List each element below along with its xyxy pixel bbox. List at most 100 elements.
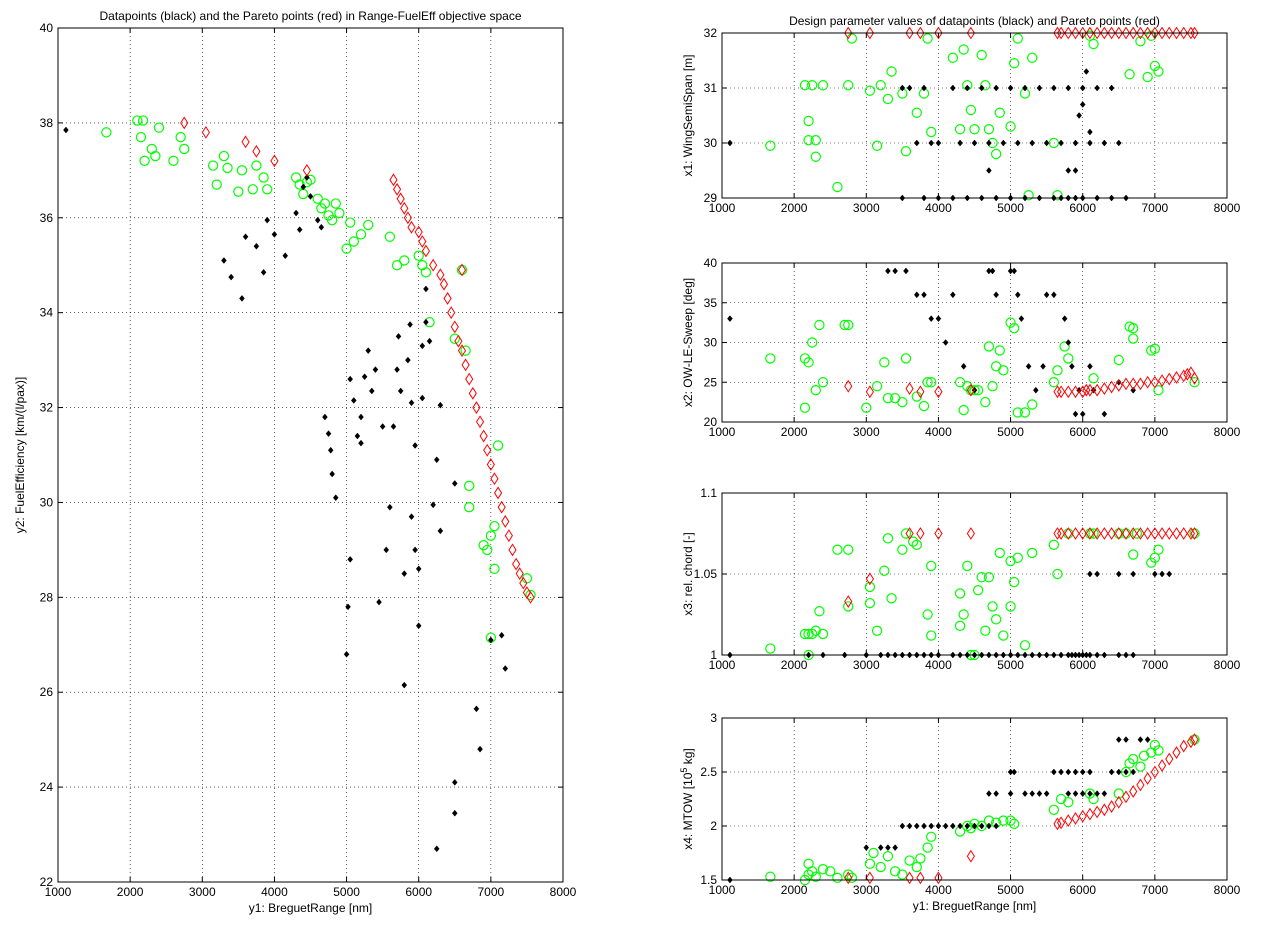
data-point [405, 356, 411, 364]
pareto-point [1129, 785, 1138, 798]
pareto-candidate-point [765, 871, 776, 882]
pareto-point [934, 385, 943, 399]
data-point [906, 84, 913, 92]
pareto-candidate-point [958, 44, 969, 55]
pareto-candidate-point [1019, 407, 1031, 418]
pareto-point [1053, 385, 1062, 399]
data-point [1025, 362, 1032, 370]
pareto-candidate-point [897, 869, 908, 880]
pareto-candidate-point [420, 267, 432, 278]
pareto-candidate-point [832, 872, 843, 884]
pareto-candidate-point [1088, 38, 1099, 50]
data-point [928, 315, 935, 323]
pareto-point [1114, 27, 1123, 40]
pareto-point [526, 590, 535, 604]
pareto-candidate-point [904, 855, 915, 866]
y-axis-label: x1: WingSemiSpan [m] [681, 54, 695, 176]
data-point [430, 501, 436, 509]
data-point [993, 822, 999, 830]
data-point [1087, 790, 1093, 797]
pareto-candidate-point [958, 609, 969, 620]
markers [727, 267, 1200, 418]
pareto-candidate-point [998, 815, 1009, 826]
data-point [1115, 736, 1122, 743]
data-point [1144, 736, 1151, 743]
x-axis-label: y1: BreguetRange [nm] [249, 901, 372, 915]
data-point [1123, 736, 1129, 743]
pareto-point [1093, 27, 1102, 40]
pareto-point [1143, 27, 1152, 40]
pareto-candidate-point [817, 377, 829, 388]
y-tick-label: 1.05 [694, 567, 718, 581]
y-tick-label: 2.5 [700, 765, 717, 779]
y-tick-label: 22 [40, 875, 54, 889]
data-point [1083, 68, 1090, 75]
pareto-candidate-point [814, 606, 825, 617]
pareto-candidate-point [207, 160, 219, 171]
pareto-candidate-point [1128, 753, 1139, 765]
data-point [451, 809, 458, 817]
pareto-candidate-point [907, 536, 919, 547]
pareto-point [1093, 383, 1102, 397]
pareto-candidate-point [954, 588, 966, 599]
x-tick-label: 2000 [781, 658, 808, 672]
data-point [1101, 410, 1108, 418]
data-point [1087, 128, 1093, 136]
data-point [401, 570, 408, 578]
data-point [271, 230, 278, 238]
y-tick-label: 38 [40, 116, 54, 130]
pareto-point [966, 849, 975, 863]
data-point [1115, 378, 1122, 386]
data-point [892, 844, 898, 851]
pareto-candidate-point [911, 107, 922, 118]
pareto-point [180, 116, 189, 130]
pareto-candidate-point [962, 560, 973, 572]
pareto-candidate-point [1027, 547, 1038, 559]
pareto-candidate-point [1008, 322, 1020, 334]
axes-frame [57, 27, 564, 883]
pareto-point [1150, 375, 1159, 389]
pareto-candidate-point [886, 593, 897, 604]
data-point [727, 315, 733, 323]
pareto-point [1071, 527, 1080, 540]
x-tick-label: 2000 [117, 885, 144, 899]
y-tick-label: 31 [704, 81, 718, 95]
data-point [921, 822, 927, 830]
data-point [365, 347, 372, 355]
chart-sweep: 1000 2000 3000 4000 5000 6000 7000 8000 20 25 30 35… [681, 256, 1241, 439]
data-point [989, 267, 996, 275]
data-point [950, 84, 956, 92]
data-point [397, 387, 404, 395]
data-point [419, 342, 426, 350]
pareto-candidate-point [1012, 33, 1023, 44]
y-tick-label: 30 [704, 136, 718, 150]
pareto-candidate-point [319, 198, 331, 209]
pareto-candidate-point [1027, 399, 1038, 410]
pareto-point [1053, 527, 1062, 540]
pareto-candidate-point [843, 319, 854, 331]
pareto-point [1114, 378, 1123, 392]
pareto-point [1100, 27, 1109, 40]
pareto-point [1056, 27, 1066, 40]
y-tick-label: 2 [710, 819, 717, 833]
pareto-point [302, 163, 311, 177]
pareto-point [865, 572, 874, 586]
pareto-point [905, 382, 914, 396]
pareto-point [1078, 809, 1087, 823]
data-point [415, 565, 422, 573]
pareto-point [1100, 527, 1109, 540]
data-point [986, 790, 992, 797]
pareto-candidate-point [926, 560, 937, 572]
x-tick-label: 5000 [997, 658, 1024, 672]
x-tick-label: 7000 [1142, 883, 1169, 897]
pareto-candidate-point [1113, 788, 1124, 799]
pareto-point [414, 225, 423, 239]
pareto-candidate-point [1088, 528, 1099, 539]
pareto-candidate-point [1153, 544, 1164, 555]
data-point [395, 332, 402, 340]
data-point [885, 844, 891, 851]
pareto-candidate-point [132, 115, 143, 126]
data-point [986, 822, 992, 830]
x-tick-label: 1000 [45, 885, 72, 899]
